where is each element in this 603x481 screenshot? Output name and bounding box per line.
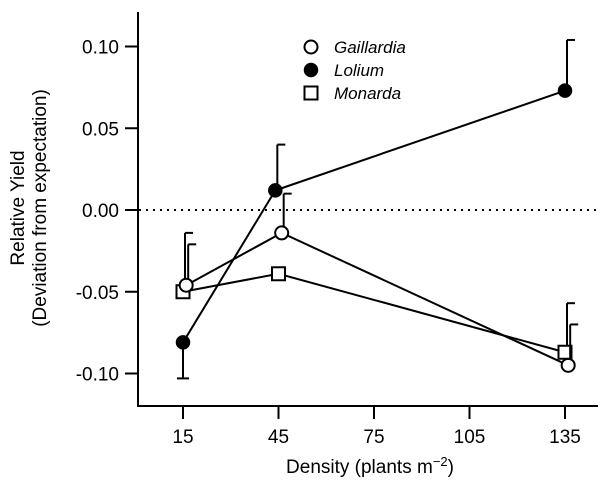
data-point-filled-circle — [303, 62, 319, 78]
legend-item-monarda: Monarda — [303, 84, 401, 103]
x-axis-label-superscript: −2 — [433, 454, 448, 469]
y-tick-label: 0.05 — [82, 119, 119, 140]
series-line-monarda — [182, 272, 566, 354]
x-tick-label: 15 — [172, 427, 193, 448]
data-point-open-square — [271, 266, 286, 282]
legend-label-gaillardia: Gaillardia — [334, 38, 406, 57]
axes: 0.10 0.05 0.00 -0.05 -0.10 15 45 75 105 135 — [76, 12, 598, 448]
y-tick-label: -0.05 — [76, 283, 119, 304]
data-point-open-circle — [560, 357, 576, 373]
data-point-open-circle — [274, 225, 290, 241]
data-point-filled-circle — [557, 83, 573, 98]
series-line-lolium — [182, 89, 566, 343]
data-point-filled-circle — [175, 335, 191, 350]
legend-label-monarda: Monarda — [334, 84, 401, 103]
series-gaillardia — [178, 192, 579, 373]
y-axis-label-line1: Relative Yield — [8, 150, 29, 265]
x-tick-label: 105 — [454, 427, 486, 448]
legend: Gaillardia Lolium Monarda — [303, 38, 406, 103]
series-group — [175, 38, 579, 380]
series-lolium — [175, 38, 575, 380]
x-tick-label: 75 — [363, 427, 384, 448]
y-tick-label: 0.00 — [82, 201, 119, 222]
data-point-open-circle — [178, 277, 194, 293]
x-tick-label: 45 — [268, 427, 289, 448]
data-point-open-circle — [303, 39, 319, 55]
y-tick-label: -0.10 — [76, 365, 119, 386]
data-point-open-square — [303, 85, 319, 101]
x-tick-label: 135 — [549, 427, 581, 448]
x-axis-label: Density (plants m−2) — [286, 454, 454, 478]
legend-item-gaillardia: Gaillardia — [303, 38, 406, 57]
data-point-filled-circle — [268, 183, 283, 198]
legend-item-lolium: Lolium — [303, 61, 384, 80]
y-axis-label-line2: (Deviation from expectation) — [30, 89, 51, 327]
series-monarda — [175, 231, 575, 360]
legend-label-lolium: Lolium — [334, 61, 384, 80]
y-tick-label: 0.10 — [82, 38, 119, 59]
series-line-gaillardia — [185, 231, 569, 367]
